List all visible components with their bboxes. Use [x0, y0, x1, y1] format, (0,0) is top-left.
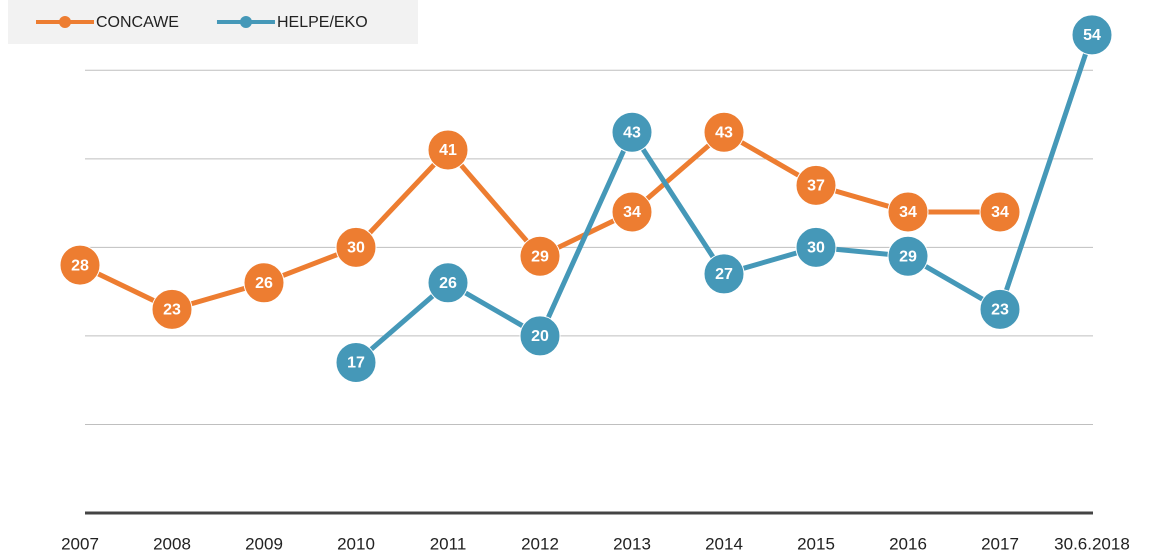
- data-label: 29: [899, 248, 917, 265]
- data-label: 27: [715, 266, 733, 283]
- data-point: [887, 235, 929, 277]
- data-label: 43: [623, 124, 641, 141]
- data-point: [151, 288, 193, 330]
- data-label: 34: [991, 204, 1009, 221]
- data-label: 54: [1083, 27, 1101, 44]
- data-point: [335, 226, 377, 268]
- data-point: [59, 244, 101, 286]
- x-tick-label: 2009: [245, 534, 283, 553]
- x-tick-label: 2008: [153, 534, 191, 553]
- data-point: [611, 191, 653, 233]
- data-label: 41: [439, 142, 457, 159]
- data-point: [795, 226, 837, 268]
- data-point: [335, 341, 377, 383]
- x-tick-label: 2012: [521, 534, 559, 553]
- data-label: 23: [991, 302, 1009, 319]
- data-label: 28: [71, 257, 89, 274]
- data-point: [427, 129, 469, 171]
- data-point: [519, 315, 561, 357]
- data-point: [703, 253, 745, 295]
- legend-marker: [59, 16, 71, 28]
- data-label: 20: [531, 328, 549, 345]
- data-label: 30: [807, 240, 825, 257]
- data-point: [979, 288, 1021, 330]
- data-label: 29: [531, 248, 549, 265]
- data-label: 17: [347, 355, 365, 372]
- data-point: [979, 191, 1021, 233]
- data-point: [703, 111, 745, 153]
- data-label: 34: [623, 204, 641, 221]
- data-point: [887, 191, 929, 233]
- data-label: 34: [899, 204, 917, 221]
- data-point: [519, 235, 561, 277]
- data-point: [427, 262, 469, 304]
- x-tick-label: 2010: [337, 534, 375, 553]
- data-point: [1071, 14, 1113, 56]
- data-point: [795, 164, 837, 206]
- x-tick-label: 2011: [430, 534, 467, 553]
- data-label: 26: [255, 275, 273, 292]
- data-label: 43: [715, 124, 733, 141]
- data-label: 26: [439, 275, 457, 292]
- legend-label: HELPE/EKO: [277, 14, 368, 31]
- x-tick-label: 2016: [889, 534, 927, 553]
- data-label: 30: [347, 240, 365, 257]
- data-label: 23: [163, 302, 181, 319]
- x-tick-label: 2007: [61, 534, 99, 553]
- data-point: [611, 111, 653, 153]
- legend-marker: [239, 16, 252, 28]
- data-label: 37: [807, 178, 825, 195]
- x-tick-label: 2015: [797, 534, 835, 553]
- x-tick-label: 2013: [613, 534, 651, 553]
- x-tick-label: 2017: [981, 534, 1019, 553]
- x-tick-label: 2014: [705, 534, 743, 553]
- legend-label: CONCAWE: [96, 14, 179, 31]
- x-tick-label: 30.6.2018: [1054, 534, 1130, 553]
- data-point: [243, 262, 285, 304]
